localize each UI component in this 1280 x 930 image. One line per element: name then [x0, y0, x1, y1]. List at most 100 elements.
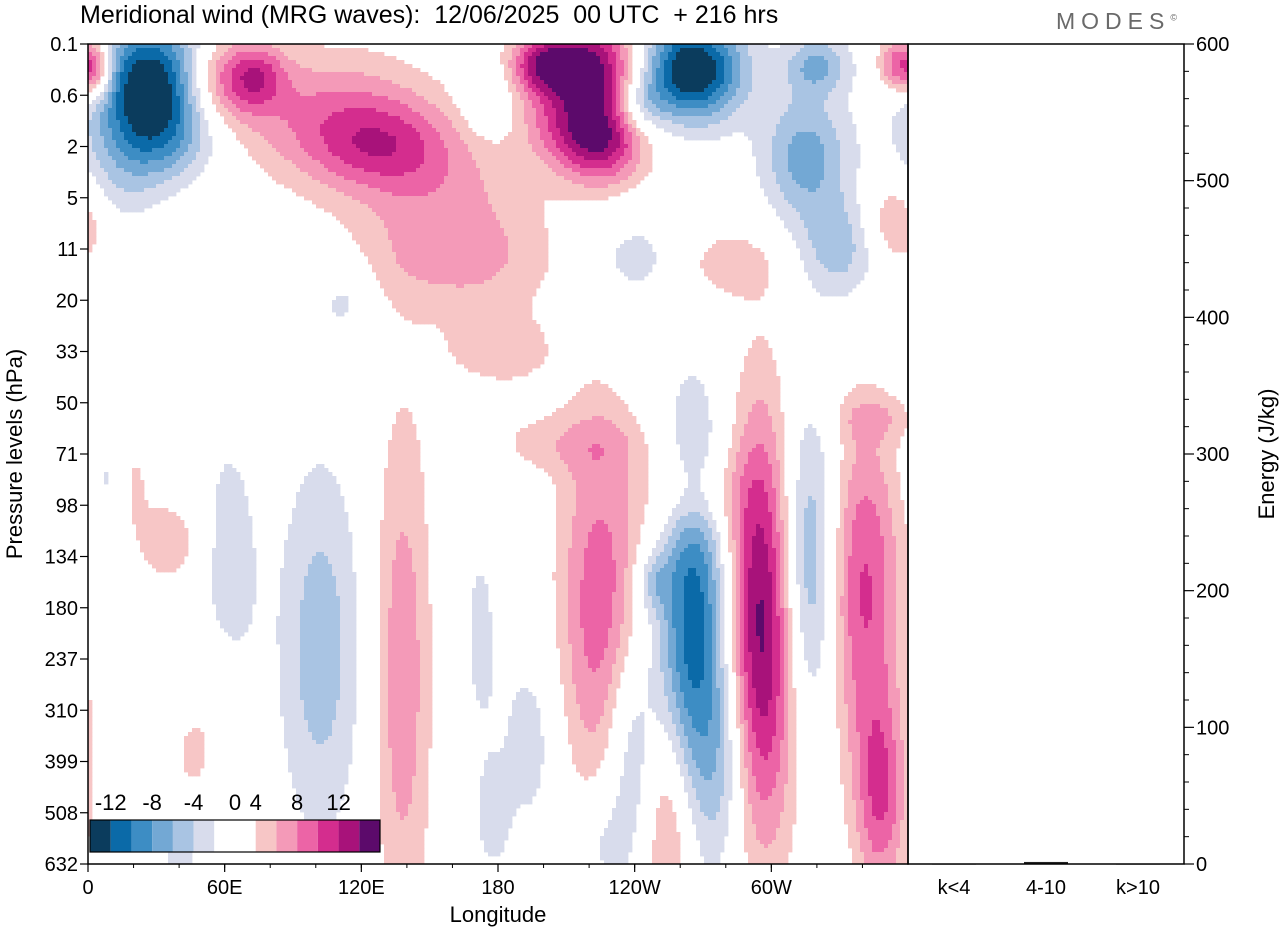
contour-cell	[96, 72, 100, 76]
contour-cell	[780, 48, 784, 52]
contour-cell	[700, 68, 704, 72]
contour-cell	[504, 72, 508, 76]
contour-cell	[552, 64, 556, 68]
contour-cell	[828, 52, 832, 56]
contour-cell	[524, 52, 528, 56]
contour-cell	[656, 56, 660, 60]
contour-cell	[716, 60, 720, 64]
contour-cell	[588, 48, 592, 52]
contour-cell	[316, 56, 320, 60]
contour-cell	[752, 68, 756, 72]
contour-cell	[184, 76, 188, 80]
contour-cell	[816, 72, 820, 76]
contour-cell	[900, 60, 904, 64]
contour-cell	[688, 72, 692, 76]
contour-cell	[264, 56, 268, 60]
contour-cell	[160, 72, 164, 76]
contour-cell	[316, 48, 320, 52]
contour-cell	[124, 52, 128, 56]
contour-cell	[804, 72, 808, 76]
contour-cell	[260, 76, 264, 80]
contour-cell	[672, 64, 676, 68]
contour-cell	[736, 48, 740, 52]
contour-cell	[548, 68, 552, 72]
contour-cell	[780, 52, 784, 56]
contour-cell	[544, 72, 548, 76]
contour-cell	[228, 68, 232, 72]
contour-cell	[396, 76, 400, 80]
contour-cell	[132, 48, 136, 52]
contour-cell	[304, 48, 308, 52]
contour-cell	[228, 48, 232, 52]
contour-cell	[212, 76, 216, 80]
contour-cell	[356, 48, 360, 52]
contour-cell	[392, 76, 396, 80]
contour-cell	[600, 72, 604, 76]
contour-cell	[300, 56, 304, 60]
contour-cell	[96, 68, 100, 72]
contour-cell	[884, 68, 888, 72]
contour-cell	[648, 48, 652, 52]
contour-cell	[408, 68, 412, 72]
contour-cell	[648, 52, 652, 56]
contour-cell	[648, 64, 652, 68]
contour-cell	[128, 60, 132, 64]
contour-cell	[892, 48, 896, 52]
contour-cell	[604, 72, 608, 76]
contour-cell	[720, 68, 724, 72]
contour-cell	[116, 68, 120, 72]
contour-cell	[824, 68, 828, 72]
contour-cell	[664, 72, 668, 76]
contour-cell	[336, 72, 340, 76]
contour-cell	[396, 64, 400, 68]
contour-cell	[380, 52, 384, 56]
contour-cell	[412, 68, 416, 72]
contour-cell	[316, 76, 320, 80]
contour-cell	[680, 76, 684, 80]
contour-cell	[820, 64, 824, 68]
contour-cell	[704, 68, 708, 72]
contour-cell	[524, 72, 528, 76]
contour-cell	[384, 64, 388, 68]
contour-cell	[620, 64, 624, 68]
contour-cell	[304, 56, 308, 60]
contour-cell	[112, 72, 116, 76]
contour-cell	[596, 48, 600, 52]
contour-cell	[172, 60, 176, 64]
contour-cell	[244, 56, 248, 60]
contour-cell	[236, 64, 240, 68]
contour-cell	[524, 76, 528, 80]
contour-cell	[380, 64, 384, 68]
contour-cell	[360, 68, 364, 72]
contour-cell	[256, 64, 260, 68]
contour-cell	[136, 68, 140, 72]
contour-cell	[528, 72, 532, 76]
contour-cell	[560, 48, 564, 52]
contour-cell	[644, 64, 648, 68]
contour-cell	[344, 52, 348, 56]
contour-cell	[164, 52, 168, 56]
contour-cell	[192, 64, 196, 68]
contour-cell	[548, 60, 552, 64]
contour-cell	[616, 68, 620, 72]
contour-cell	[900, 64, 904, 68]
contour-cell	[880, 56, 884, 60]
contour-cell	[560, 72, 564, 76]
contour-cell	[536, 56, 540, 60]
contour-cell	[284, 68, 288, 72]
contour-cell	[312, 76, 316, 80]
contour-cell	[820, 68, 824, 72]
contour-cell	[540, 76, 544, 80]
contour-cell	[800, 48, 804, 52]
contour-cell	[508, 72, 512, 76]
contour-cell	[124, 56, 128, 60]
contour-cell	[524, 68, 528, 72]
contour-cell	[428, 76, 432, 80]
contour-cell	[812, 72, 816, 76]
contour-cell	[392, 72, 396, 76]
contour-cell	[580, 48, 584, 52]
contour-cell	[184, 60, 188, 64]
contour-cell	[240, 56, 244, 60]
contour-cell	[340, 52, 344, 56]
contour-cell	[120, 68, 124, 72]
